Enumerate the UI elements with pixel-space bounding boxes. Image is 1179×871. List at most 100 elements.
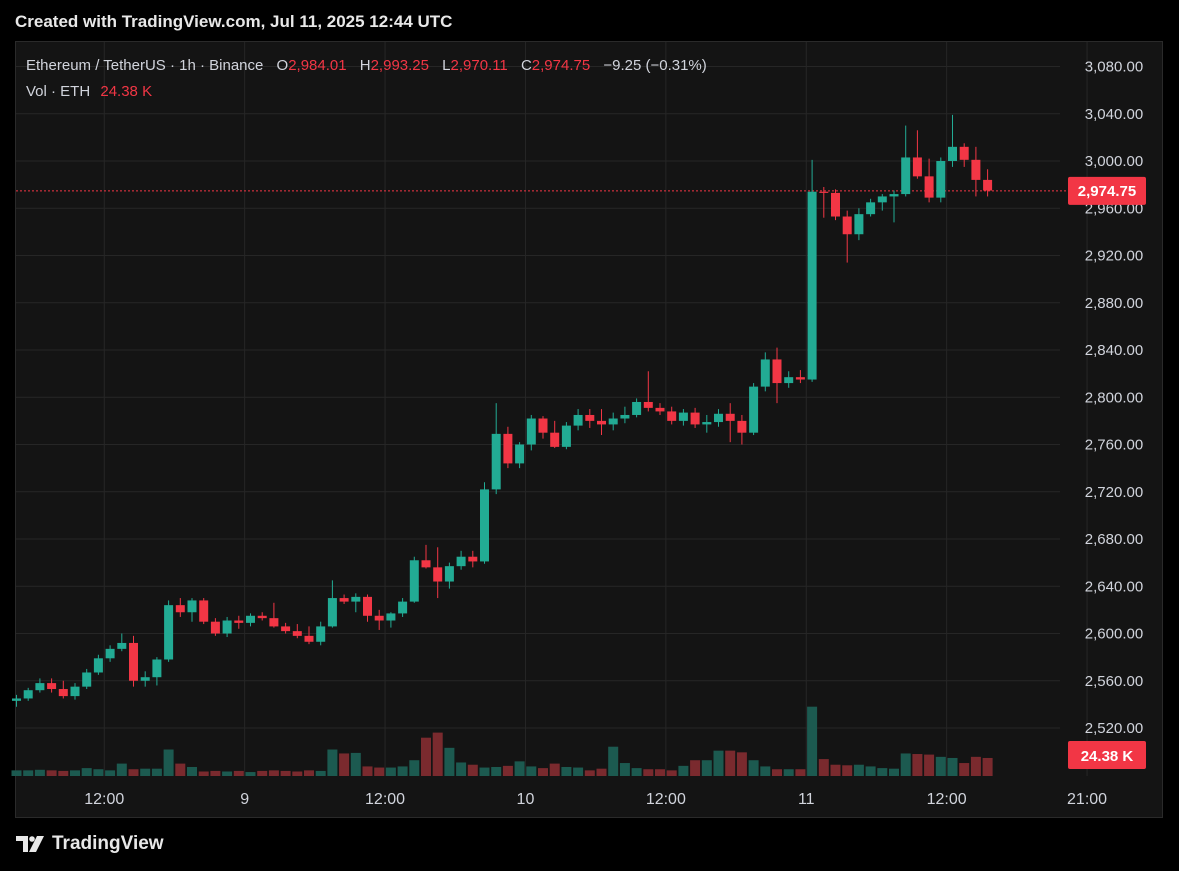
candle[interactable] <box>854 208 864 241</box>
candle[interactable] <box>889 190 899 223</box>
candle[interactable] <box>632 398 642 418</box>
candle[interactable] <box>573 409 583 431</box>
candle[interactable] <box>678 409 688 426</box>
candle[interactable] <box>655 403 665 415</box>
candle[interactable] <box>152 657 162 686</box>
candle[interactable] <box>386 612 396 628</box>
candle[interactable] <box>795 370 805 384</box>
candle[interactable] <box>480 482 489 564</box>
candle[interactable] <box>643 371 653 412</box>
candle[interactable] <box>47 678 57 693</box>
candle[interactable] <box>702 414 712 433</box>
candle[interactable] <box>561 422 571 450</box>
candle[interactable] <box>737 414 747 445</box>
candle[interactable] <box>58 680 68 699</box>
candle[interactable] <box>714 409 723 427</box>
candle[interactable] <box>409 556 419 603</box>
candle[interactable] <box>398 598 408 617</box>
candle[interactable] <box>784 371 794 388</box>
candle-body <box>152 659 162 678</box>
candle[interactable] <box>363 594 372 622</box>
candle[interactable] <box>234 615 244 629</box>
candle[interactable] <box>866 198 876 217</box>
candle[interactable] <box>456 550 466 570</box>
candle[interactable] <box>760 352 770 392</box>
candle[interactable] <box>983 169 993 197</box>
candle[interactable] <box>725 403 735 443</box>
candle[interactable] <box>819 186 829 218</box>
candle[interactable] <box>550 420 560 449</box>
candle[interactable] <box>971 146 981 197</box>
candle[interactable] <box>912 130 922 179</box>
candle[interactable] <box>175 598 185 617</box>
candle[interactable] <box>246 613 255 627</box>
candle[interactable] <box>351 593 361 613</box>
candle[interactable] <box>12 694 21 707</box>
candle-body <box>608 418 618 425</box>
candle[interactable] <box>924 158 934 203</box>
candle[interactable] <box>877 194 887 211</box>
candle[interactable] <box>35 678 45 693</box>
candle[interactable] <box>842 210 852 263</box>
candle[interactable] <box>491 403 501 495</box>
candle-body <box>82 672 92 687</box>
candle[interactable] <box>164 600 174 662</box>
candle[interactable] <box>187 598 197 622</box>
candle[interactable] <box>444 562 454 589</box>
candle[interactable] <box>690 407 700 428</box>
candle-body <box>58 689 68 697</box>
candle[interactable] <box>82 668 92 690</box>
candle[interactable] <box>538 416 548 439</box>
candle-body <box>222 620 232 634</box>
open-label: O <box>276 57 289 74</box>
candle[interactable] <box>597 409 606 436</box>
symbol-label[interactable]: Ethereum / TetherUS · 1h · Binance <box>26 57 264 74</box>
candle[interactable] <box>199 598 209 625</box>
candle[interactable] <box>70 683 80 700</box>
candle[interactable] <box>959 143 969 167</box>
candle[interactable] <box>257 612 267 621</box>
candle[interactable] <box>140 671 150 687</box>
candle[interactable] <box>468 550 478 568</box>
candle[interactable] <box>316 621 326 646</box>
tradingview-logo[interactable]: TradingView <box>16 833 164 855</box>
candle[interactable] <box>901 125 911 197</box>
candle[interactable] <box>421 544 431 569</box>
candle[interactable] <box>807 159 817 382</box>
candle[interactable] <box>105 645 115 662</box>
volume-bar <box>736 752 747 776</box>
candle[interactable] <box>620 406 630 424</box>
candle[interactable] <box>585 409 595 428</box>
candle[interactable] <box>831 189 840 221</box>
candle[interactable] <box>93 654 103 675</box>
candle[interactable] <box>772 347 782 404</box>
volume-bar <box>795 769 806 776</box>
candle[interactable] <box>948 114 957 167</box>
candle[interactable] <box>433 547 443 599</box>
candle[interactable] <box>749 383 759 436</box>
candle[interactable] <box>526 414 536 451</box>
candle[interactable] <box>327 580 337 628</box>
candle[interactable] <box>304 626 314 645</box>
candle[interactable] <box>515 442 525 469</box>
volume-tag[interactable]: 24.38 K <box>1068 741 1146 769</box>
candle[interactable] <box>339 594 349 604</box>
candle[interactable] <box>222 616 232 638</box>
candle[interactable] <box>23 687 33 701</box>
candle[interactable] <box>281 622 291 634</box>
candle[interactable] <box>269 602 279 628</box>
candle[interactable] <box>117 633 127 652</box>
volume-bar <box>549 763 560 776</box>
candle[interactable] <box>210 618 220 636</box>
candle[interactable] <box>503 426 513 469</box>
volume-label[interactable]: Vol · ETH <box>26 83 91 100</box>
candle[interactable] <box>608 412 618 431</box>
volume-bar <box>280 770 291 776</box>
candle[interactable] <box>374 609 384 630</box>
candle[interactable] <box>129 635 138 687</box>
candle[interactable] <box>667 406 677 425</box>
candle[interactable] <box>936 157 946 203</box>
candle[interactable] <box>292 624 302 639</box>
last-price-tag[interactable]: 2,974.75 <box>1068 176 1146 205</box>
